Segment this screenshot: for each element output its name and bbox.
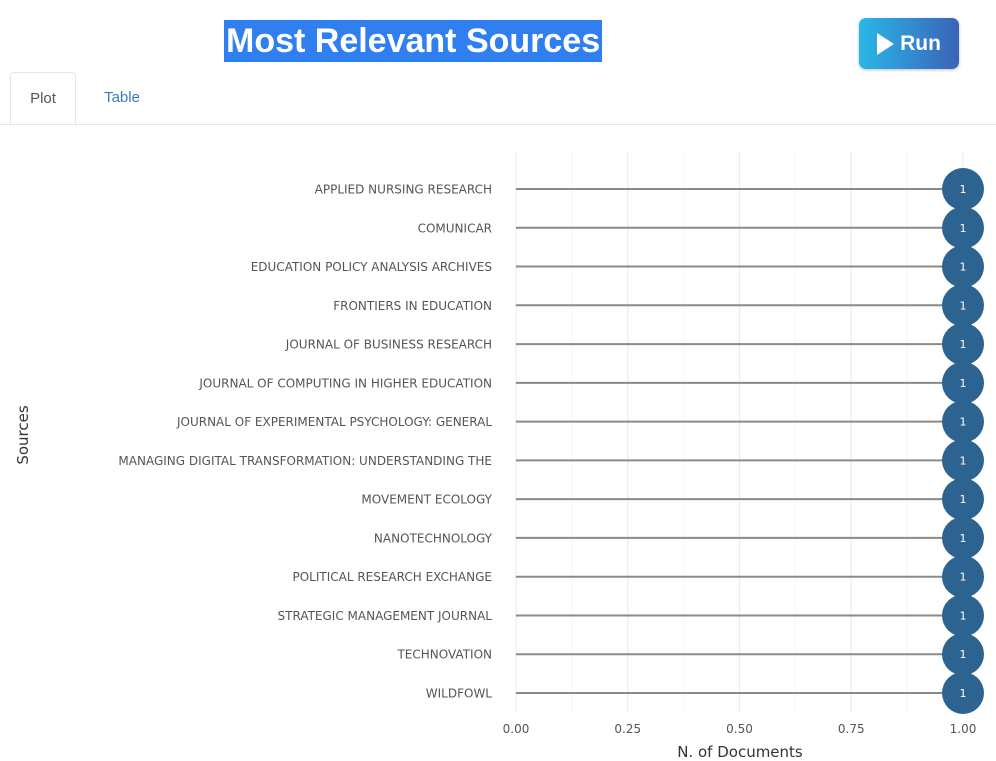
play-icon	[877, 32, 895, 55]
data-point	[942, 361, 984, 404]
point-value-label: 1	[960, 532, 967, 545]
point-value-label: 1	[960, 648, 967, 661]
y-tick-label: COMUNICAR	[418, 221, 492, 235]
point-value-label: 1	[960, 377, 967, 390]
tab-plot[interactable]: Plot	[10, 72, 76, 124]
y-tick-label: WILDFOWL	[426, 687, 493, 701]
data-point	[942, 478, 984, 521]
y-tick-label: NANOTECHNOLOGY	[374, 531, 493, 545]
run-button-label: Run	[900, 31, 941, 55]
tab-bar: Plot Table	[0, 72, 996, 125]
y-tick-label: EDUCATION POLICY ANALYSIS ARCHIVES	[251, 260, 492, 274]
point-value-label: 1	[960, 609, 967, 622]
data-point	[942, 168, 984, 210]
data-point	[942, 400, 984, 443]
point-value-label: 1	[960, 338, 967, 351]
point-value-label: 1	[960, 299, 967, 312]
y-tick-label: MANAGING DIGITAL TRANSFORMATION: UNDERST…	[118, 454, 492, 468]
point-value-label: 1	[960, 493, 967, 506]
data-point	[942, 594, 984, 637]
data-point	[942, 516, 984, 559]
y-tick-label: MOVEMENT ECOLOGY	[361, 493, 492, 507]
x-tick-label: 0.50	[726, 722, 753, 736]
data-point	[942, 245, 984, 288]
x-tick-label: 0.25	[614, 722, 641, 736]
point-value-label: 1	[960, 687, 967, 700]
y-axis-title: Sources	[14, 405, 32, 465]
point-value-label: 1	[960, 222, 967, 235]
point-value-label: 1	[960, 571, 967, 584]
point-value-label: 1	[960, 416, 967, 429]
y-tick-label: JOURNAL OF EXPERIMENTAL PSYCHOLOGY: GENE…	[176, 415, 492, 429]
y-tick-label: TECHNOVATION	[396, 648, 492, 662]
data-point	[942, 206, 984, 249]
data-point	[942, 284, 984, 327]
y-tick-label: JOURNAL OF BUSINESS RESEARCH	[285, 338, 492, 352]
y-tick-label: POLITICAL RESEARCH EXCHANGE	[292, 570, 492, 584]
y-tick-label: JOURNAL OF COMPUTING IN HIGHER EDUCATION	[198, 376, 492, 390]
data-point	[942, 633, 984, 676]
x-tick-label: 0.00	[503, 722, 530, 736]
point-value-label: 1	[960, 454, 967, 467]
data-point	[942, 439, 984, 482]
y-tick-label: APPLIED NURSING RESEARCH	[315, 183, 492, 197]
data-point	[942, 323, 984, 366]
y-tick-label: FRONTIERS IN EDUCATION	[333, 299, 492, 313]
data-point	[942, 555, 984, 598]
run-button[interactable]: Run	[859, 18, 959, 69]
page-title: Most Relevant Sources	[224, 20, 603, 62]
tab-table[interactable]: Table	[104, 89, 140, 106]
x-tick-label: 1.00	[950, 722, 977, 736]
x-axis-title: N. of Documents	[677, 743, 803, 761]
point-value-label: 1	[960, 261, 967, 274]
point-value-label: 1	[960, 183, 967, 196]
y-tick-label: STRATEGIC MANAGEMENT JOURNAL	[278, 609, 493, 623]
data-point	[942, 672, 984, 715]
x-tick-label: 0.75	[838, 722, 865, 736]
